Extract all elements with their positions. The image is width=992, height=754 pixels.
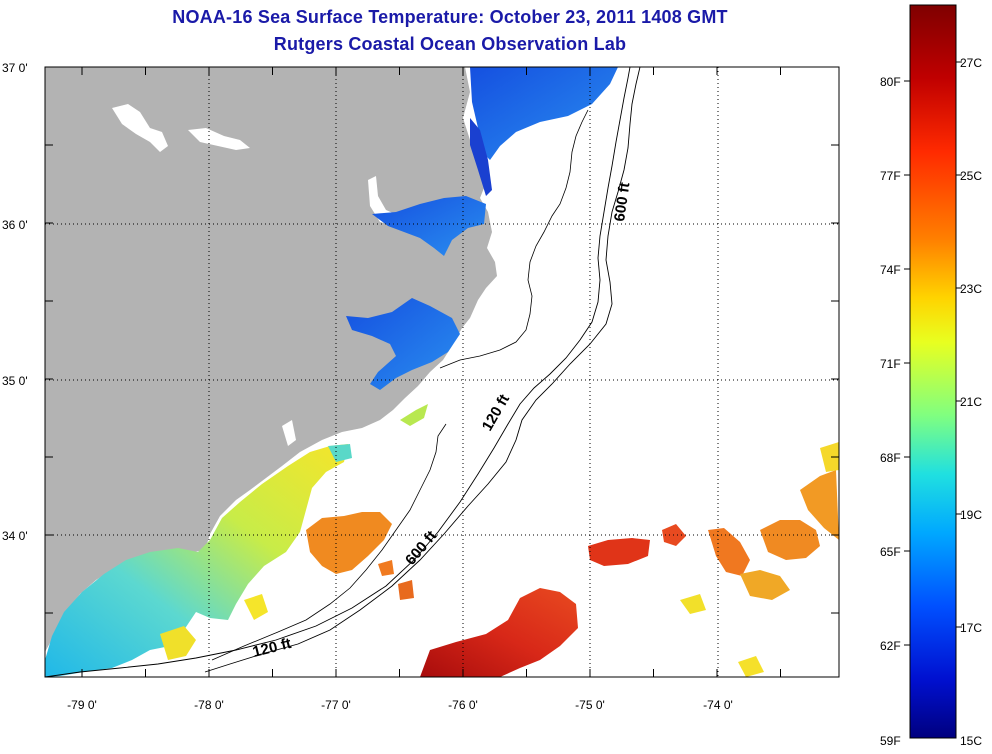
sst-orange-dot-1: [378, 560, 394, 576]
sst-yellow-offshore-3: [680, 594, 706, 614]
inland-water-4: [282, 420, 296, 446]
sst-gulf-stream-south: [420, 588, 578, 677]
isobath-inner-south: [211, 423, 447, 661]
isobath-120ft: [204, 67, 641, 673]
sst-orange-dot-2: [398, 580, 414, 600]
map-title: NOAA-16 Sea Surface Temperature: October…: [172, 7, 728, 27]
lat-label-34: 34 0': [2, 529, 28, 543]
sst-small-green-1: [400, 404, 428, 426]
sst-orange-offshore-2: [760, 520, 820, 560]
lat-label-36: 36 0': [2, 218, 28, 232]
sst-yellow-offshore-2: [738, 656, 764, 677]
isobath-coastal-shelf: [439, 109, 589, 369]
lon-label-76: -76 0': [448, 698, 478, 712]
lat-label-35: 35 0': [2, 374, 28, 388]
sst-pamlico-sound: [346, 298, 460, 390]
sst-chesapeake-mouth: [470, 67, 618, 160]
sst-orange-offshore-3: [800, 470, 839, 540]
inland-water-1: [112, 104, 168, 152]
lon-label-78: -78 0': [194, 698, 224, 712]
lon-label-74: -74 0': [703, 698, 733, 712]
lon-label-75: -75 0': [575, 698, 605, 712]
sst-coastal-strip-north: [470, 118, 492, 196]
contour-label-600ft-north: 600 ft: [611, 181, 633, 222]
graticule: [45, 67, 839, 677]
sst-yellow-patch-1: [160, 626, 196, 660]
sst-orange-offshore-4: [740, 570, 790, 600]
inland-water-2: [188, 128, 250, 150]
lat-label-37: 37 0': [2, 61, 28, 75]
isobath-600ft: [45, 67, 631, 677]
sst-albemarle-sound: [372, 196, 486, 256]
axis-ticks: [45, 66, 839, 677]
map-frame: [44, 66, 840, 678]
sst-yellow-offshore-1: [820, 442, 839, 472]
sst-gulf-stream-patch-1: [588, 538, 650, 566]
lon-label-79: -79 0': [67, 698, 97, 712]
sst-small-cyan-1: [328, 444, 352, 462]
sst-orange-cape-fear: [306, 512, 392, 574]
sst-onslow-long-bay: [45, 444, 348, 677]
lon-label-77: -77 0': [321, 698, 351, 712]
sst-gulf-stream-patch-2: [662, 524, 686, 546]
sst-yellow-patch-2: [244, 594, 268, 620]
map-subtitle: Rutgers Coastal Ocean Observation Lab: [273, 34, 627, 54]
